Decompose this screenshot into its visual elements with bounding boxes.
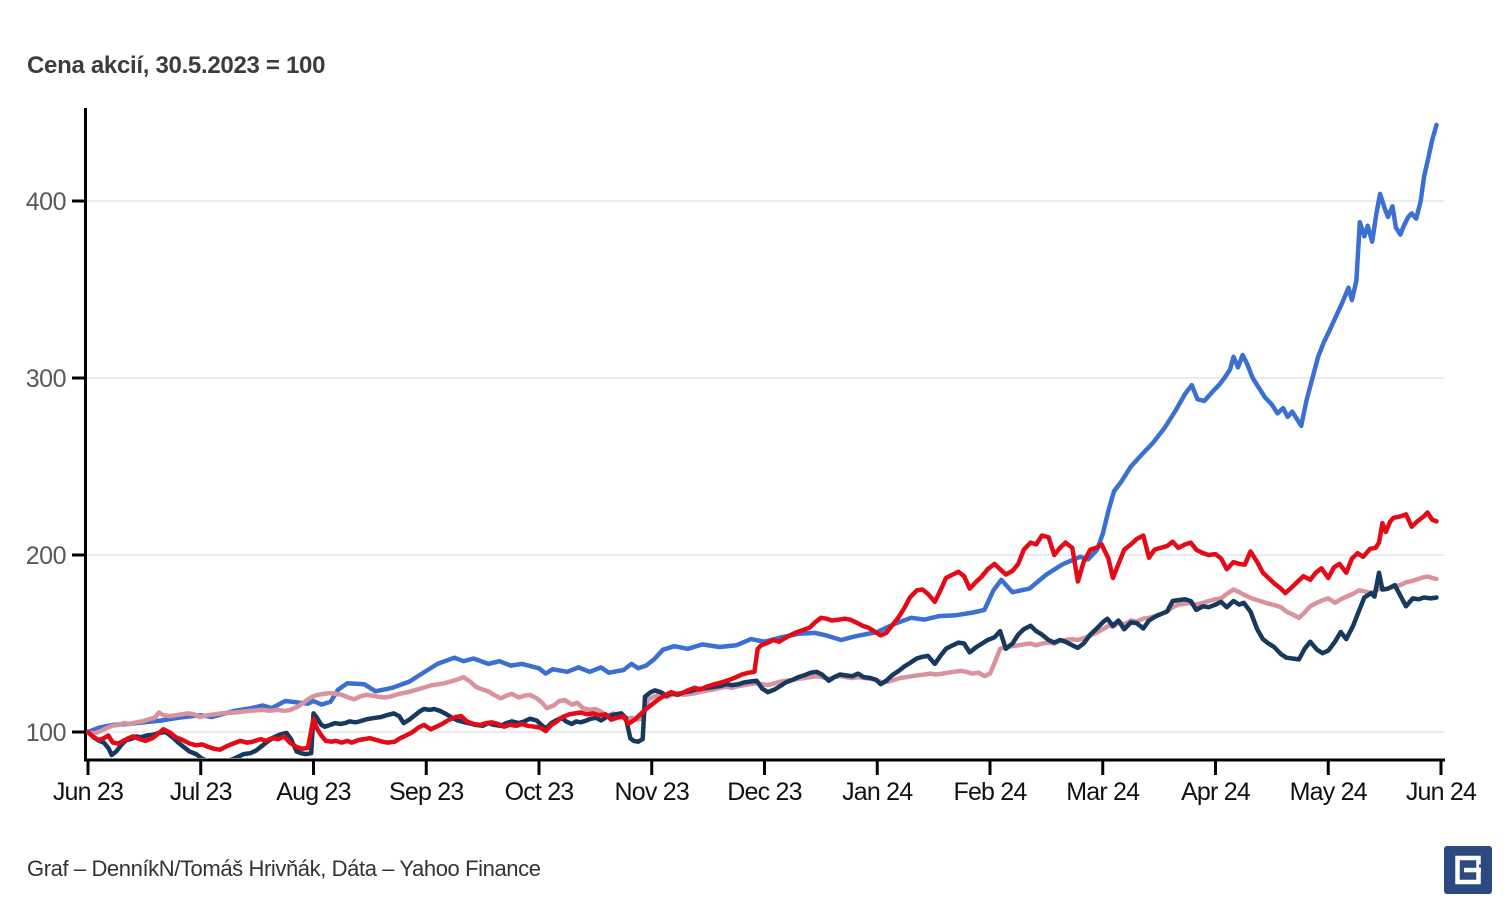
dennik-e-logo-glyph: [1455, 855, 1483, 885]
x-axis-tick-label: Oct 23: [505, 778, 574, 806]
x-axis-tick-label: Feb 24: [953, 778, 1027, 806]
x-axis-tick-label: Dec 23: [727, 778, 801, 806]
y-axis-tick-label: 200: [26, 542, 66, 570]
series-line-navy: [86, 570, 1439, 758]
x-axis-tick-label: Jun 24: [1406, 778, 1477, 806]
x-axis-tick-label: Mar 24: [1066, 778, 1140, 806]
dennik-e-logo: [1444, 846, 1492, 894]
y-axis-tick-label: 400: [26, 188, 66, 216]
x-axis-tick-label: Apr 24: [1181, 778, 1251, 806]
x-axis-tick-label: Sep 23: [389, 778, 463, 806]
x-axis-tick-label: Jun 23: [53, 778, 123, 806]
y-axis-tick-label: 300: [26, 365, 66, 393]
series-line-pink: [86, 574, 1439, 737]
series-line-blue: [86, 122, 1439, 735]
x-axis-tick-label: Aug 23: [276, 778, 350, 806]
x-axis-tick-label: May 24: [1290, 778, 1368, 806]
x-axis-tick-label: Jul 23: [170, 778, 232, 806]
x-axis-tick-label: Nov 23: [615, 778, 689, 806]
series-line-red: [86, 510, 1439, 752]
y-axis-tick-label: 100: [26, 719, 66, 747]
x-axis-tick-label: Jan 24: [842, 778, 913, 806]
footer-credit: Graf – DenníkN/Tomáš Hrivňák, Dáta – Yah…: [27, 856, 541, 881]
chart-title: Cena akcií, 30.5.2023 = 100: [27, 52, 326, 79]
